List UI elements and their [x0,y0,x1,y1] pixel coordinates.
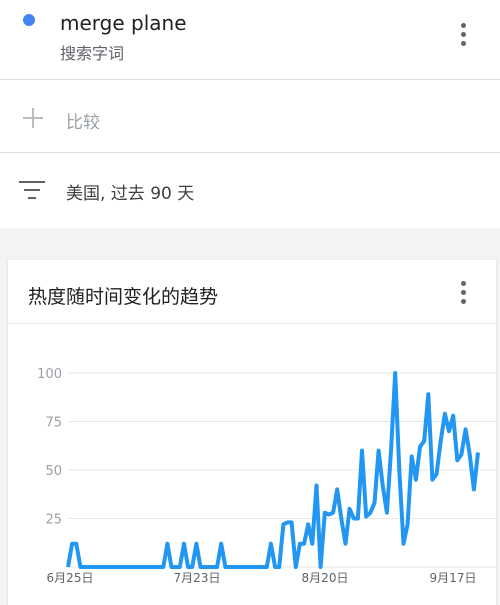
compare-label: 比较 [66,113,100,133]
filter-icon [19,181,45,201]
x-tick-label: 9月17日 [430,571,477,585]
y-tick-label: 25 [45,513,62,528]
x-tick-label: 8月20日 [302,571,349,585]
explore-panel: merge plane 搜索字词 比较 美国, 过去 90 天 [0,0,500,228]
interest-over-time-card: 热度随时间变化的趋势 25 50 75 100 6月25日 7月23日 8月20日 9月17日 [8,260,496,605]
chart-divider [8,323,496,324]
x-tick-label: 7月23日 [174,571,221,585]
search-term-name[interactable]: merge plane [60,11,187,35]
compare-row[interactable]: 比较 [0,80,500,152]
series-line[interactable] [66,371,480,569]
divider [0,152,500,153]
chart-title: 热度随时间变化的趋势 [28,286,219,308]
divider [0,79,500,80]
term-color-dot [23,14,35,26]
y-tick-label: 75 [45,416,62,431]
x-tick-label: 6月25日 [47,571,94,585]
plus-icon [22,107,44,129]
search-term-more-icon[interactable] [453,20,473,48]
y-tick-label: 100 [37,367,62,382]
y-tick-label: 50 [45,464,62,479]
filter-label: 美国, 过去 90 天 [66,184,195,204]
filter-row[interactable]: 美国, 过去 90 天 [0,153,500,228]
search-term-type: 搜索字词 [60,44,125,63]
chart-more-icon[interactable] [453,278,473,306]
interest-line-chart: 25 50 75 100 6月25日 7月23日 8月20日 9月17日 [37,367,496,585]
search-term-row[interactable]: merge plane 搜索字词 [0,0,500,79]
